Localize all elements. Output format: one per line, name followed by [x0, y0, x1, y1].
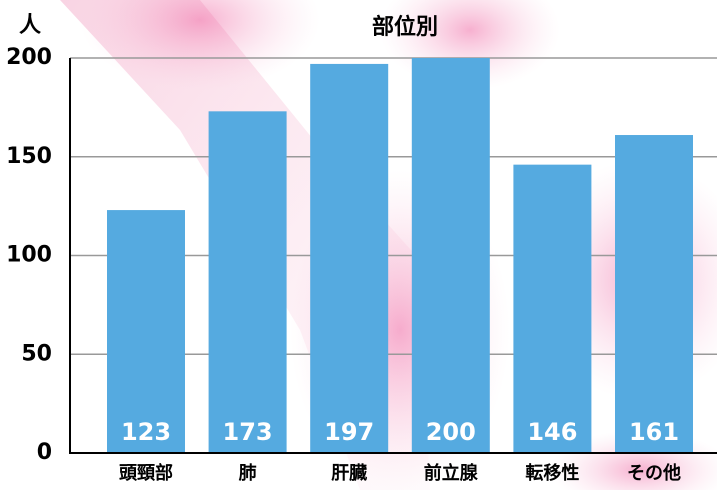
chart: 部位別 人 0 50 100 150 200 123 頭頸部 173 肺 197 肝臓 200 前立腺… [0, 0, 717, 490]
y-tick-label: 150 [6, 144, 52, 169]
y-tick-label: 50 [21, 341, 52, 366]
value-label: 173 [223, 418, 273, 446]
x-tick-label: その他 [627, 462, 681, 484]
y-tick-label: 200 [6, 45, 52, 70]
y-tick-label: 0 [37, 440, 52, 465]
x-tick-label: 肺 [239, 463, 257, 484]
value-label: 123 [121, 418, 171, 446]
y-tick-label: 100 [6, 243, 52, 268]
x-tick-label: 肝臓 [331, 463, 367, 484]
y-axis-label: 人 [19, 13, 41, 38]
bar [412, 58, 490, 453]
x-tick-label: 転移性 [525, 462, 579, 484]
value-label: 146 [527, 418, 577, 446]
bar [513, 165, 591, 453]
bar [107, 210, 185, 453]
value-label: 197 [324, 418, 374, 446]
bar [615, 135, 693, 453]
value-label: 161 [629, 418, 679, 446]
x-tick-label: 前立腺 [424, 462, 479, 484]
chart-title: 部位別 [372, 14, 438, 40]
bar [310, 64, 388, 453]
bar [209, 111, 287, 453]
x-tick-label: 頭頸部 [119, 462, 173, 484]
value-label: 200 [426, 418, 476, 446]
